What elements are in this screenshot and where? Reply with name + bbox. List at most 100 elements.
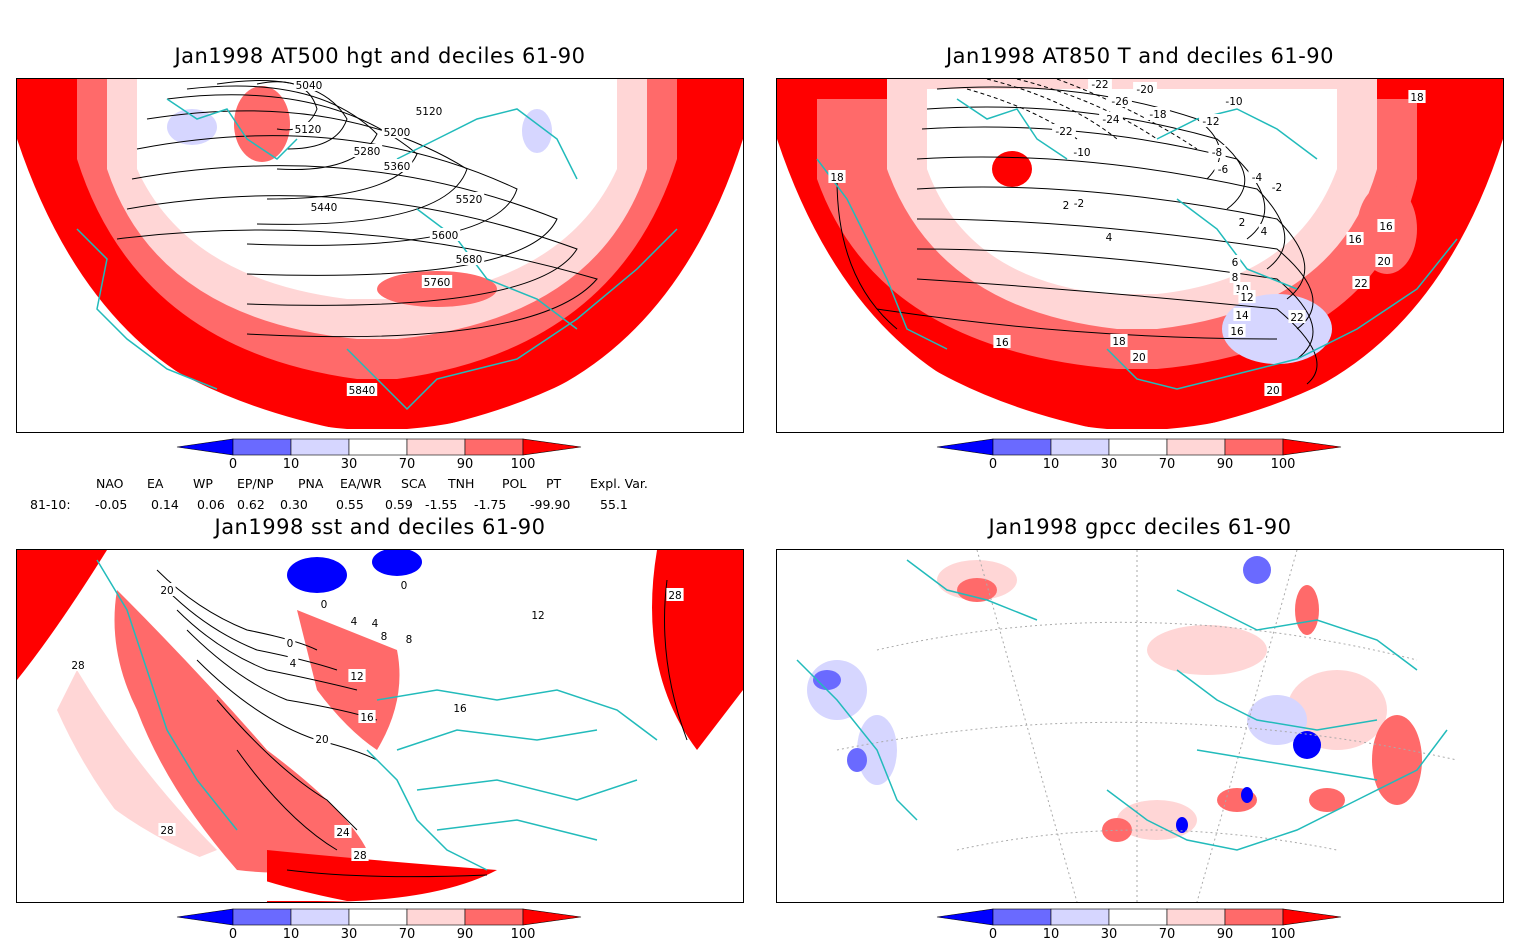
contour-label: 28 (353, 850, 366, 862)
colorbar-arrow-high (522, 438, 582, 456)
panel-title-at850: Jan1998 AT850 T and deciles 61-90 (945, 44, 1335, 68)
contour-label-bg (1130, 350, 1148, 363)
colorbar-tick-label: 100 (1271, 927, 1296, 940)
index-value: -1.55 (425, 497, 458, 512)
contour-label: 20 (315, 734, 328, 746)
contour-label: 20 (1266, 385, 1279, 397)
map-svg-gpcc (777, 550, 1503, 902)
contour-label: 20 (1377, 256, 1390, 268)
contour-label: 18 (1112, 336, 1125, 348)
contour-label: -22 (1055, 126, 1072, 138)
decile-blob-blue (1247, 695, 1307, 745)
contour-label-bg (828, 170, 846, 183)
decile-blob-blue (1243, 556, 1271, 584)
colorbar-segment (1108, 438, 1168, 456)
contour-label-bg (1088, 79, 1112, 90)
contour-label-bg (351, 144, 383, 157)
contour-label: -2 (1074, 198, 1084, 210)
colorbar-tick-label: 0 (229, 927, 237, 940)
contour-label-bg (1103, 230, 1115, 243)
colorbar-arrow-low (936, 908, 994, 926)
contour-label-bg (348, 614, 360, 627)
index-header: PNA (298, 476, 324, 491)
contour-label-bg (666, 588, 684, 601)
index-value: 0.62 (237, 497, 265, 512)
contour-label-bg (1110, 334, 1128, 347)
decile-fill-mid-red (114, 590, 367, 873)
colorbar-segment (290, 438, 350, 456)
contour-label: 28 (668, 590, 681, 602)
colorbar-tick-label: 0 (989, 457, 997, 472)
contour-label-bg (1146, 107, 1170, 120)
index-header: EA/WR (340, 476, 382, 491)
colorbar-tick-label: 70 (1159, 927, 1176, 940)
contour-label: 16 (453, 703, 467, 715)
contour-label: 16 (1379, 221, 1393, 233)
contour-label: 16 (995, 337, 1009, 349)
colorbar-tick-label: 30 (341, 457, 358, 472)
colorbar-tick-label: 10 (1043, 927, 1060, 940)
outside-hemisphere (1177, 189, 1503, 431)
index-header: EA (147, 476, 164, 491)
panel-title-gpcc: Jan1998 gpcc deciles 61-90 (988, 515, 1292, 539)
contour-label-bg (1238, 290, 1256, 303)
contour-label-bg (334, 825, 352, 838)
index-value: -1.75 (474, 497, 507, 512)
colorbar-segment (992, 438, 1052, 456)
contour-label: 12 (531, 610, 544, 622)
contour-label-bg (529, 608, 547, 621)
contour-label-bg (284, 636, 296, 649)
contour-label-bg (1108, 94, 1132, 107)
contour-label-bg (421, 275, 453, 288)
colorbar-arrow-high (1282, 438, 1342, 456)
contour-label: 4 (351, 616, 358, 628)
decile-blob-blue (1293, 731, 1321, 759)
index-header: PT (546, 476, 562, 491)
outside-hemisphere (477, 740, 743, 901)
contour-label: 8 (1232, 272, 1239, 284)
decile-fill-outer (17, 550, 107, 680)
index-header: WP (193, 476, 213, 491)
contour-label-bg (1214, 162, 1232, 175)
contour-label-bg (158, 583, 176, 596)
contour-label: -24 (1102, 114, 1119, 126)
contour-label: 14 (1235, 310, 1249, 322)
contour-label-bg (1229, 270, 1241, 283)
colorbar-segment (406, 908, 466, 926)
index-header: SCA (401, 476, 427, 491)
contour-label: 5200 (384, 127, 411, 139)
decile-blob-red (377, 271, 497, 307)
contour-label-bg (293, 79, 325, 91)
colorbar-tick-label: 10 (1043, 457, 1060, 472)
colorbar-segment (1108, 908, 1168, 926)
contour-label: -2 (1272, 182, 1282, 194)
contour-label-bg (1268, 180, 1286, 193)
decile-blob-blue (807, 660, 867, 720)
outside-hemisphere (17, 690, 347, 901)
map-panel-at850: -22 -20 -26 -24 -22 -18 -12 -10 -10 -8 -6 -4 -2 -2 2 2 4… (776, 78, 1504, 433)
contour-label: 5120 (416, 106, 443, 118)
contour-label-bg (378, 629, 390, 642)
outside-hemisphere (17, 189, 347, 431)
contour-label-bg (1288, 310, 1306, 323)
contour-label: -10 (1073, 147, 1090, 159)
contour-label-bg (1228, 324, 1246, 337)
contour-label-bg (1233, 308, 1251, 321)
contour-label-bg (1408, 90, 1426, 103)
colorbar-tick-label: 70 (399, 927, 416, 940)
map-panel-gpcc (776, 549, 1504, 903)
decile-blob-blue (167, 109, 217, 145)
decile-blob-blue (847, 748, 867, 772)
contour-label: 12 (350, 671, 363, 683)
contour-label: 5680 (456, 254, 483, 266)
contour-label: -22 (1091, 79, 1108, 91)
contour-label: 4 (1106, 232, 1113, 244)
contour-label-bg (348, 669, 366, 682)
index-header: NAO (96, 476, 124, 491)
contour-label-bg (1236, 215, 1248, 228)
decile-blob-blue (522, 109, 552, 153)
colorbar-tick-label: 100 (511, 457, 536, 472)
contour-label-bg (369, 616, 381, 629)
colorbar-segment (464, 908, 524, 926)
contour-label-bg (1099, 112, 1123, 125)
